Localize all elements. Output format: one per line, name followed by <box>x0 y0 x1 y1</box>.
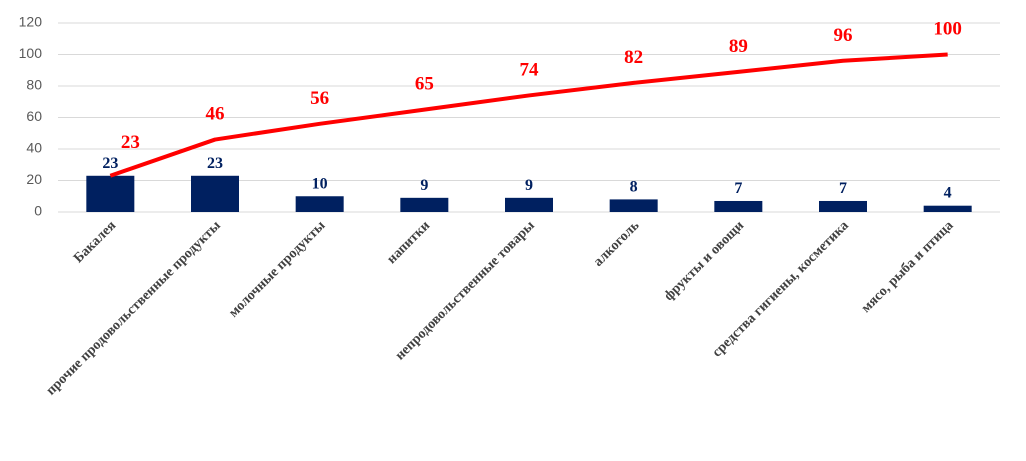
line-value-label: 96 <box>834 25 853 46</box>
bar <box>609 199 658 212</box>
x-tick-label: Бакалея <box>71 218 119 266</box>
bar <box>400 197 449 212</box>
line-value-label: 74 <box>520 59 540 80</box>
bar <box>714 200 763 212</box>
cumulative-line <box>109 52 948 178</box>
bar <box>819 200 867 212</box>
y-tick-label: 100 <box>19 45 43 61</box>
bar <box>295 196 344 212</box>
bar-value-label: 4 <box>944 185 952 202</box>
line-value-label: 82 <box>624 47 643 68</box>
bar-value-label: 7 <box>734 180 742 197</box>
bar-value-label: 9 <box>420 177 428 194</box>
bar-value-label: 10 <box>312 175 328 192</box>
bar <box>505 197 553 212</box>
y-tick-label: 80 <box>26 77 42 93</box>
line-value-label: 46 <box>206 104 225 125</box>
line-value-label: 56 <box>310 88 329 109</box>
y-tick-label: 0 <box>34 203 42 219</box>
x-tick-label: прочие продовольственные продукты <box>44 218 224 398</box>
x-tick-label: напитки <box>384 218 433 267</box>
bar <box>923 205 972 212</box>
y-tick-label: 60 <box>26 108 42 124</box>
line-value-label: 65 <box>415 74 434 95</box>
bar-value-label: 8 <box>630 178 638 195</box>
x-tick-label: алкоголь <box>591 218 643 270</box>
line-value-label: 89 <box>729 36 748 57</box>
x-tick-label: мясо, рыба и птица <box>859 218 957 316</box>
x-tick-label: фрукты и овощи <box>661 218 747 304</box>
bar-value-label: 23 <box>207 155 223 172</box>
line-value-label: 100 <box>933 19 962 40</box>
bar-value-label: 9 <box>525 177 533 194</box>
bar-value-label: 23 <box>102 155 118 172</box>
y-tick-label: 20 <box>26 171 42 187</box>
line-value-label: 23 <box>121 132 140 153</box>
x-tick-label: молочные продукты <box>226 218 328 320</box>
bar-value-label: 7 <box>839 180 847 197</box>
y-tick-label: 120 <box>19 14 43 30</box>
bar <box>86 175 135 212</box>
y-tick-label: 40 <box>26 140 42 156</box>
bar <box>191 175 239 212</box>
